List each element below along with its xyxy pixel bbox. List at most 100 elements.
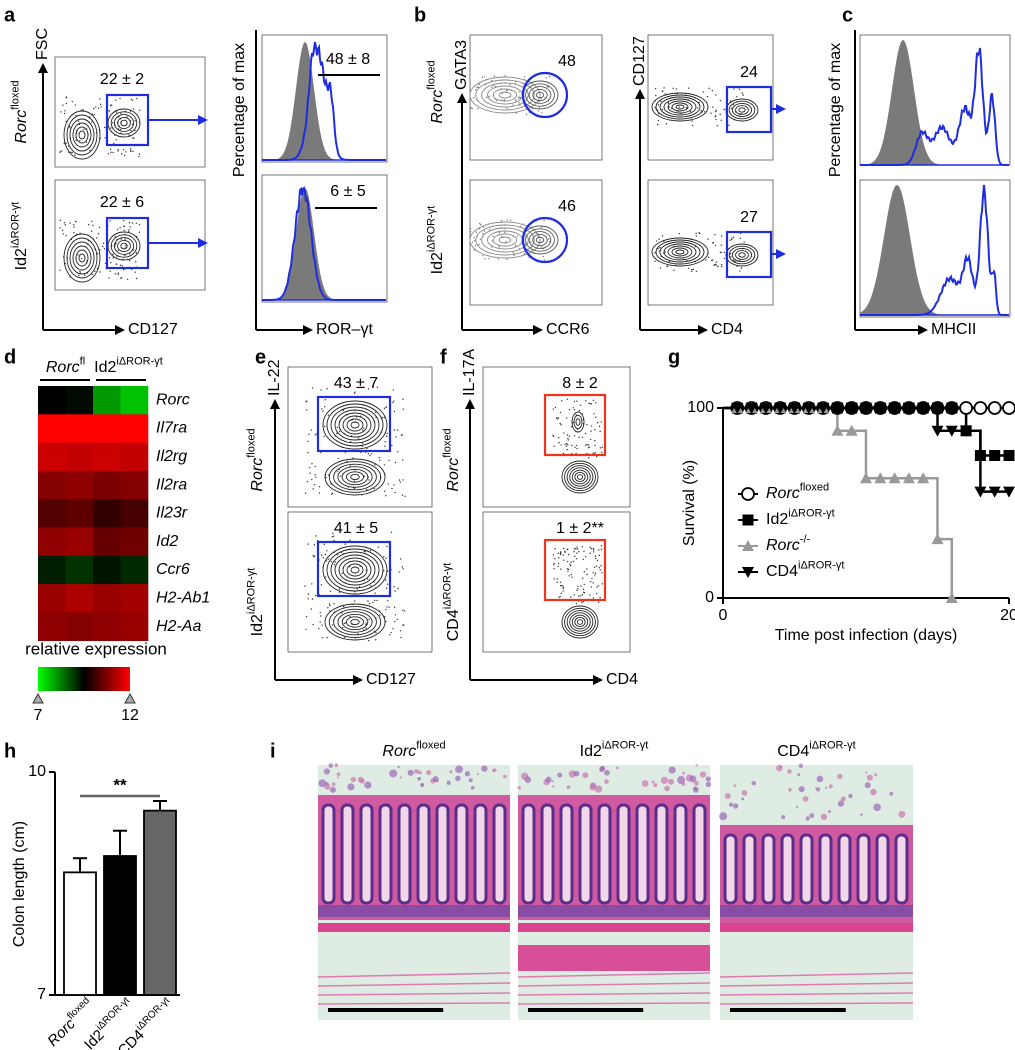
event-dot — [394, 461, 397, 464]
histology-base — [518, 905, 710, 917]
event-dot — [341, 572, 344, 575]
event-dot — [657, 104, 660, 106]
event-dot — [63, 221, 66, 224]
legend-entry-base: Rorc — [766, 537, 800, 554]
event-dot — [672, 87, 674, 89]
histology-fiber — [719, 1002, 914, 1005]
contour — [322, 545, 388, 595]
event-dot — [393, 429, 395, 431]
event-dot — [353, 600, 356, 602]
event-dot — [658, 238, 660, 241]
event-dot — [387, 600, 389, 602]
event-dot — [488, 257, 490, 260]
event-dot — [712, 242, 714, 244]
event-dot — [598, 549, 600, 551]
event-dot — [393, 410, 396, 413]
event-dot — [589, 438, 592, 441]
contour — [569, 612, 591, 632]
event-dot — [390, 531, 393, 533]
x-tick-label-sup: iΔROR-γt — [134, 995, 172, 1033]
event-dot — [134, 120, 136, 122]
event-dot — [675, 88, 678, 90]
contour — [561, 460, 599, 494]
event-dot — [386, 606, 388, 608]
event-dot — [525, 113, 528, 115]
panel-letter: e — [255, 346, 266, 368]
event-dot — [505, 241, 507, 243]
histology-debris — [828, 784, 833, 789]
event-dot — [479, 222, 481, 225]
event-dot — [343, 622, 345, 625]
event-dot — [74, 104, 77, 106]
event-dot — [715, 264, 718, 266]
event-dot — [594, 440, 596, 442]
contour — [69, 241, 95, 275]
event-dot — [398, 571, 400, 573]
event-dot — [333, 563, 336, 566]
event-dot — [306, 409, 308, 411]
event-dot — [570, 561, 572, 563]
event-dot — [386, 545, 388, 548]
histology-fiber — [317, 982, 511, 987]
column-label: Rorcfl — [46, 356, 85, 377]
bar — [103, 855, 137, 996]
contour — [328, 606, 382, 638]
event-dot — [135, 252, 138, 254]
event-dot — [365, 622, 367, 624]
event-dot — [564, 550, 566, 552]
event-dot — [385, 495, 387, 497]
event-dot — [685, 106, 688, 109]
histology-crypt — [875, 833, 890, 905]
contour — [738, 107, 746, 113]
event-dot — [117, 150, 119, 152]
event-dot — [341, 612, 343, 614]
event-dot — [720, 264, 723, 266]
histology-debris — [455, 765, 463, 774]
column-label-base: Id2 — [94, 359, 116, 376]
event-dot — [473, 249, 476, 251]
event-dot — [65, 102, 68, 105]
heatmap-cell — [120, 414, 149, 443]
histology-crypt — [492, 803, 507, 905]
event-dot — [322, 410, 324, 412]
event-dot — [730, 107, 733, 110]
event-dot — [715, 109, 717, 111]
event-dot — [134, 271, 136, 273]
event-dot — [586, 443, 588, 446]
event-dot — [719, 99, 722, 102]
heatmap-cell — [65, 386, 94, 415]
histology-crypt — [378, 803, 393, 905]
histology-debris — [397, 765, 400, 769]
event-dot — [361, 429, 364, 431]
event-dot — [404, 495, 406, 498]
event-dot — [99, 103, 102, 106]
event-dot — [586, 423, 588, 426]
histology-fiber — [517, 992, 711, 996]
event-dot — [59, 227, 61, 229]
event-dot — [134, 129, 136, 132]
contour — [469, 221, 541, 259]
histology-debris — [334, 763, 339, 767]
contour — [66, 114, 98, 156]
event-dot — [663, 87, 665, 89]
histology-base — [720, 905, 913, 917]
event-dot — [402, 479, 404, 481]
heatmap-cell — [38, 442, 66, 472]
event-dot — [660, 100, 662, 103]
histology-crypt — [559, 803, 574, 905]
histology-fiber — [317, 972, 511, 978]
event-dot — [599, 430, 601, 433]
event-dot — [114, 273, 117, 275]
event-dot — [98, 226, 101, 229]
event-dot — [349, 615, 351, 618]
legend-entry: Id2iΔROR-γt — [766, 508, 835, 529]
event-dot — [582, 600, 585, 603]
event-dot — [131, 123, 134, 126]
event-dot — [583, 571, 586, 573]
event-dot — [567, 568, 570, 571]
image-title: Rorcfloxed — [382, 740, 445, 761]
event-dot — [79, 270, 81, 273]
contour — [564, 607, 596, 637]
heatmap-cell — [120, 442, 149, 472]
event-dot — [314, 434, 316, 436]
